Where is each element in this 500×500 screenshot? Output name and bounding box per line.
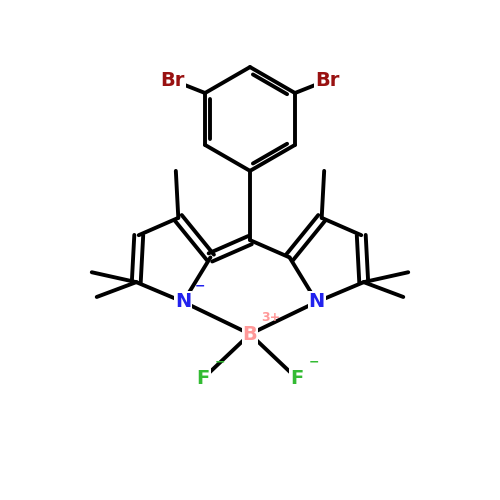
Text: F: F (290, 369, 304, 388)
Text: N: N (308, 292, 325, 312)
Text: −: − (214, 356, 225, 368)
Text: N: N (175, 292, 192, 312)
Text: Br: Br (315, 71, 340, 90)
Text: Br: Br (160, 71, 185, 90)
Text: 3+: 3+ (262, 311, 280, 324)
Text: −: − (194, 279, 205, 292)
Text: B: B (242, 324, 258, 344)
Text: −: − (308, 356, 319, 368)
Text: F: F (196, 369, 209, 388)
